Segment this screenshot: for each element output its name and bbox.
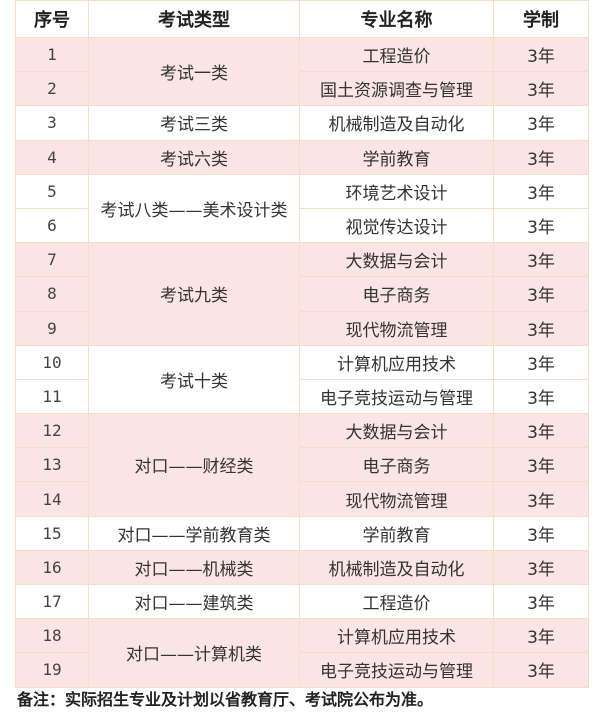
duration: 3年 — [493, 207, 589, 244]
major-name: 计算机应用技术 — [299, 618, 494, 654]
exam-type-cell: 考试三类 — [88, 105, 300, 141]
row-number: 18 — [15, 618, 89, 654]
table-row: 9 现代物流管理 3年 — [15, 310, 589, 346]
exam-type-cell: 考试九类 — [88, 242, 300, 346]
major-name: 机械制造及自动化 — [299, 105, 494, 141]
row-number: 14 — [15, 481, 89, 517]
duration: 3年 — [493, 618, 589, 654]
major-name: 工程造价 — [299, 583, 494, 620]
major-name: 学前教育 — [299, 139, 494, 175]
duration: 3年 — [493, 139, 589, 175]
row-number: 1 — [15, 36, 89, 73]
row-number: 16 — [15, 549, 89, 586]
major-name: 国土资源调查与管理 — [299, 71, 494, 107]
duration: 3年 — [493, 344, 589, 380]
exam-type-cell: 考试十类 — [88, 344, 300, 415]
table-row: 10 考试十类 计算机应用技术 3年 — [15, 344, 589, 415]
duration: 3年 — [493, 652, 589, 688]
duration: 3年 — [493, 242, 589, 278]
major-name: 电子竞技运动与管理 — [299, 652, 494, 688]
header-exam-type: 考试类型 — [88, 0, 300, 38]
duration: 3年 — [493, 36, 589, 73]
major-name: 电子竞技运动与管理 — [299, 378, 494, 415]
footnote: 备注：实际招生专业及计划以省教育厅、考试院公布为准。 — [17, 690, 434, 709]
major-name: 大数据与会计 — [299, 242, 494, 278]
row-number: 15 — [15, 515, 89, 551]
header-duration: 学制 — [493, 0, 589, 38]
table-row: 12 对口——财经类 大数据与会计 3年 — [15, 413, 589, 517]
duration: 3年 — [493, 515, 589, 551]
major-name: 环境艺术设计 — [299, 173, 494, 209]
exam-type-cell: 考试六类 — [88, 139, 300, 175]
duration: 3年 — [493, 310, 589, 346]
row-number: 17 — [15, 583, 89, 620]
header-number: 序号 — [15, 0, 89, 38]
duration: 3年 — [493, 71, 589, 107]
row-number: 6 — [15, 207, 89, 244]
exam-type-cell: 对口——财经类 — [88, 413, 300, 517]
row-number: 8 — [15, 276, 89, 312]
table-row: 18 对口——计算机类 计算机应用技术 3年 — [15, 618, 589, 688]
header-major: 专业名称 — [299, 0, 494, 38]
table-row: 5 考试八类——美术设计类 环境艺术设计 3年 — [15, 173, 589, 244]
row-number: 19 — [15, 652, 89, 688]
duration: 3年 — [493, 583, 589, 620]
table-row: 4 考试六类 学前教育 3年 — [15, 139, 589, 175]
duration: 3年 — [493, 173, 589, 209]
duration: 3年 — [493, 447, 589, 483]
major-name: 现代物流管理 — [299, 481, 494, 517]
major-name: 视觉传达设计 — [299, 207, 494, 244]
major-name: 电子商务 — [299, 276, 494, 312]
header-row: 序号 考试类型 专业名称 学制 — [15, 0, 589, 38]
duration: 3年 — [493, 481, 589, 517]
duration: 3年 — [493, 413, 589, 449]
row-number: 7 — [15, 242, 89, 278]
major-name: 机械制造及自动化 — [299, 549, 494, 586]
table-row: 14 现代物流管理 3年 — [15, 481, 589, 517]
table-row: 17 对口——建筑类 工程造价 3年 — [15, 583, 589, 620]
table-row: 3 考试三类 机械制造及自动化 3年 — [15, 105, 589, 141]
table-row: 1 考试一类 工程造价 3年 — [15, 36, 589, 107]
exam-type-cell: 对口——建筑类 — [88, 583, 300, 620]
major-name: 工程造价 — [299, 36, 494, 73]
table-row: 11 电子竞技运动与管理 3年 — [15, 378, 589, 415]
exam-type-cell: 对口——计算机类 — [88, 618, 300, 688]
table-row: 8 电子商务 3年 — [15, 276, 589, 312]
major-name: 现代物流管理 — [299, 310, 494, 346]
duration: 3年 — [493, 105, 589, 141]
major-name: 学前教育 — [299, 515, 494, 551]
table-row: 16 对口——机械类 机械制造及自动化 3年 — [15, 549, 589, 586]
exam-type-cell: 对口——机械类 — [88, 549, 300, 586]
table-row: 13 电子商务 3年 — [15, 447, 589, 483]
duration: 3年 — [493, 378, 589, 415]
table-row: 15 对口——学前教育类 学前教育 3年 — [15, 515, 589, 551]
row-number: 2 — [15, 71, 89, 107]
exam-type-cell: 考试八类——美术设计类 — [88, 173, 300, 244]
row-number: 4 — [15, 139, 89, 175]
row-number: 9 — [15, 310, 89, 346]
table-row: 19 电子竞技运动与管理 3年 — [15, 652, 589, 688]
row-number: 3 — [15, 105, 89, 141]
majors-table: 序号 考试类型 专业名称 学制 1 考试一类 工程造价 3年 2 国土资源调查与管理 3年 3… — [15, 0, 589, 688]
table-row: 6 视觉传达设计 3年 — [15, 207, 589, 244]
row-number: 10 — [15, 344, 89, 380]
exam-type-cell: 对口——学前教育类 — [88, 515, 300, 551]
row-number: 5 — [15, 173, 89, 209]
row-number: 12 — [15, 413, 89, 449]
major-name: 大数据与会计 — [299, 413, 494, 449]
table-row: 2 国土资源调查与管理 3年 — [15, 71, 589, 107]
major-name: 计算机应用技术 — [299, 344, 494, 380]
duration: 3年 — [493, 549, 589, 586]
table-row: 7 考试九类 大数据与会计 3年 — [15, 242, 589, 346]
row-number: 11 — [15, 378, 89, 415]
exam-type-cell: 考试一类 — [88, 36, 300, 107]
row-number: 13 — [15, 447, 89, 483]
duration: 3年 — [493, 276, 589, 312]
major-name: 电子商务 — [299, 447, 494, 483]
